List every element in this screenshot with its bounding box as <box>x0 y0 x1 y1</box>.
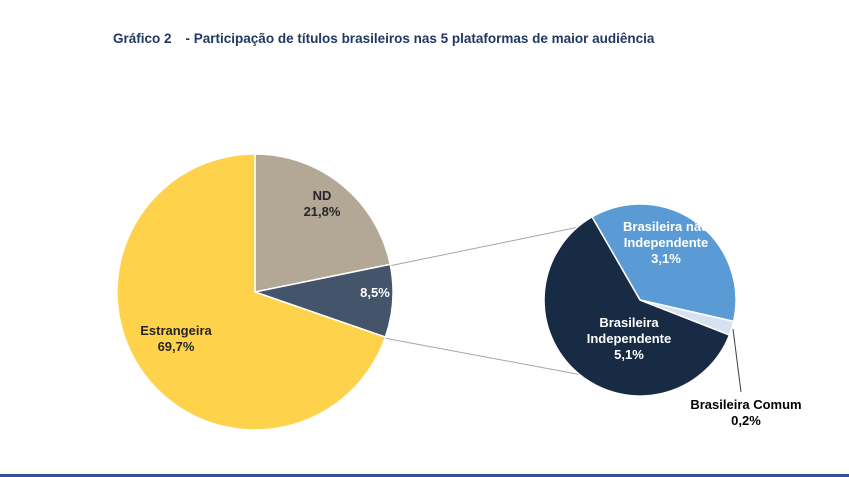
chart-title-text: - Participação de títulos brasileiros na… <box>185 31 655 46</box>
chart-title: Gráfico 2 - Participação de títulos brasi… <box>113 31 654 46</box>
chart-title-number: Gráfico 2 <box>113 31 172 46</box>
pie-slice-brasileira-independente <box>543 216 731 397</box>
pie-slice-estrangeira <box>116 153 387 431</box>
page-bottom-border <box>0 474 849 477</box>
secondary-pie <box>543 203 737 397</box>
pie-slice-nd <box>254 153 391 293</box>
connector-line-top <box>388 226 580 267</box>
comum-leader-line <box>732 328 742 393</box>
main-pie <box>116 153 394 431</box>
pie-slice-brasileira-nao-independente <box>591 203 737 323</box>
connector-line-bottom <box>383 337 583 376</box>
